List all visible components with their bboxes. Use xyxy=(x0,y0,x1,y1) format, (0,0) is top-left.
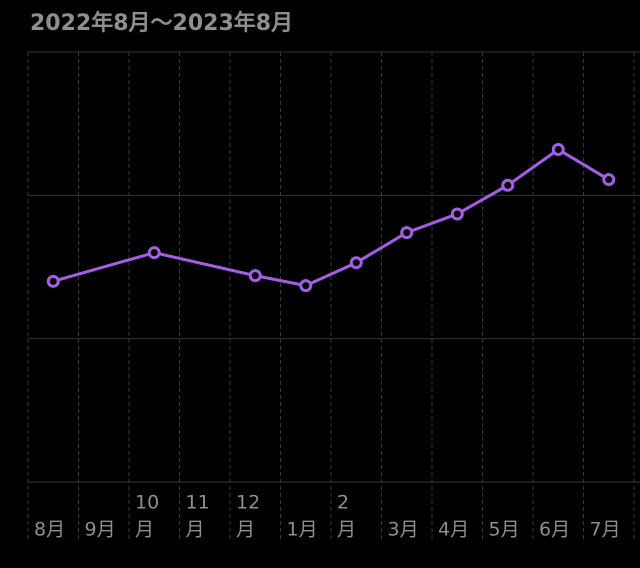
data-point xyxy=(501,178,515,192)
x-tick-label: 月 xyxy=(337,519,356,541)
x-tick-label: 11 xyxy=(186,492,210,514)
data-point xyxy=(349,256,363,270)
data-point xyxy=(46,274,60,288)
data-point xyxy=(400,226,414,240)
x-tick-label: 12 xyxy=(236,492,260,514)
x-tick-label: 5月 xyxy=(489,519,520,541)
x-tick-label: 10 xyxy=(135,492,159,514)
data-point xyxy=(602,173,616,187)
x-tick-label: 8月 xyxy=(34,519,65,541)
x-tick-label: 2 xyxy=(337,492,349,514)
x-tick-label: 1月 xyxy=(287,519,318,541)
data-point xyxy=(551,142,565,156)
x-tick-label: 4月 xyxy=(438,519,469,541)
data-line xyxy=(52,147,610,288)
data-point xyxy=(299,279,313,293)
x-tick-label: 9月 xyxy=(85,519,116,541)
x-tick-label: 月 xyxy=(186,519,205,541)
chart-title: 2022年8月〜2023年8月 xyxy=(30,10,293,36)
x-tick-label: 7月 xyxy=(590,519,621,541)
x-tick-label: 6月 xyxy=(539,519,570,541)
data-point xyxy=(147,246,161,260)
data-point xyxy=(248,269,262,283)
data-point xyxy=(450,207,464,221)
x-tick-label: 3月 xyxy=(388,519,419,541)
x-tick-label: 月 xyxy=(135,519,154,541)
x-tick-label: 月 xyxy=(236,519,255,541)
